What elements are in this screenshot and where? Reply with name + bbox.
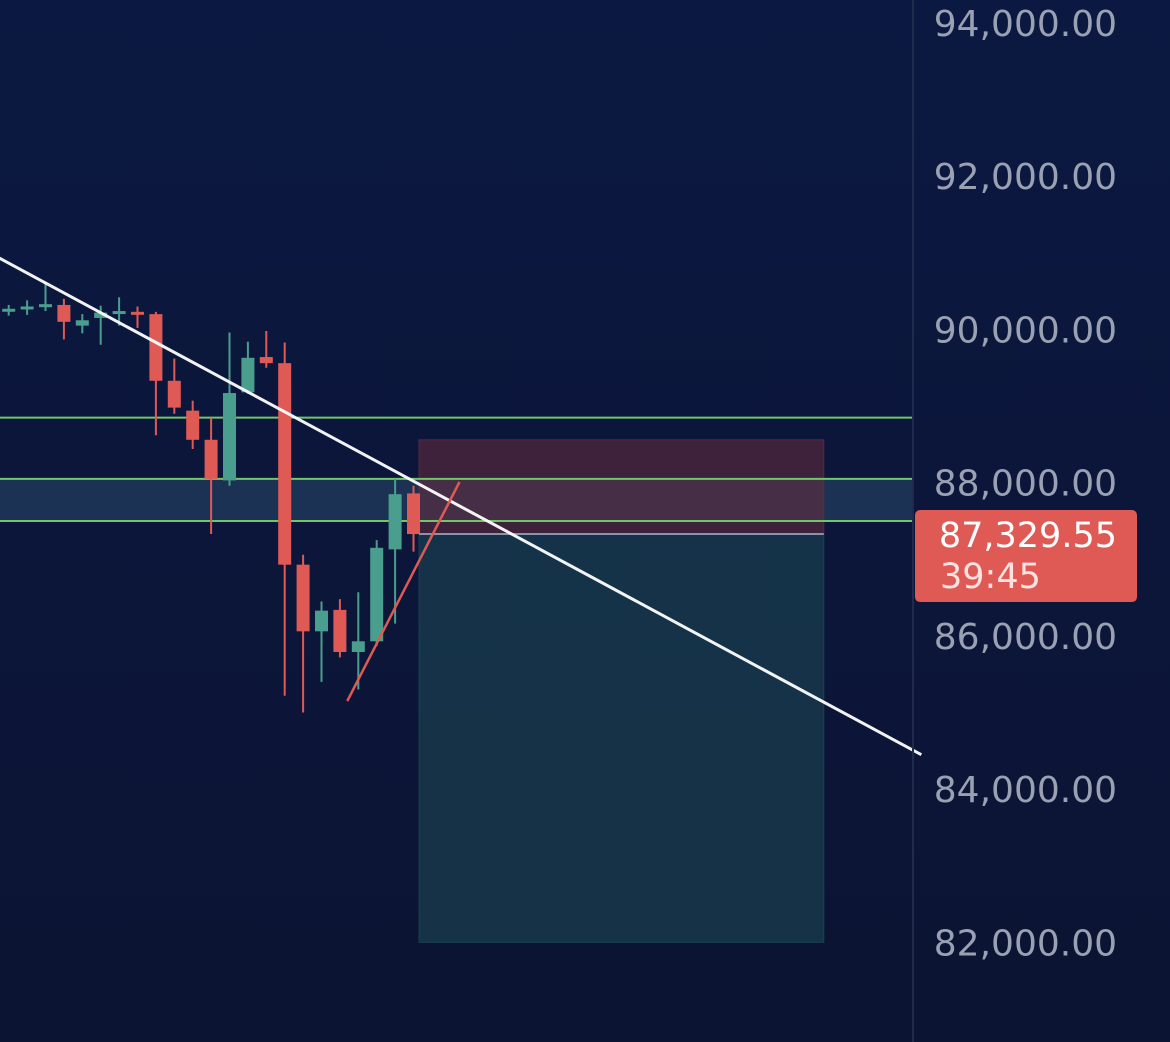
candle-body — [388, 494, 402, 550]
candle-body — [223, 393, 236, 481]
candle-body — [407, 493, 420, 535]
candle-body — [94, 312, 108, 318]
candle-body — [167, 380, 181, 408]
price-axis-tick-label: 92,000.00 — [934, 157, 1117, 198]
candle[interactable] — [186, 400, 200, 449]
candle[interactable] — [131, 306, 144, 328]
candle[interactable] — [351, 592, 365, 690]
ascending-trendline[interactable] — [346, 481, 461, 702]
candle[interactable] — [39, 281, 52, 312]
candle-body — [75, 320, 89, 326]
candle[interactable] — [315, 601, 328, 682]
candle[interactable] — [57, 298, 71, 340]
candle[interactable] — [223, 332, 236, 486]
candle-body — [370, 547, 384, 642]
candle-body — [2, 308, 16, 312]
candle[interactable] — [204, 417, 218, 535]
candle[interactable] — [333, 599, 347, 658]
candle-body — [131, 311, 144, 315]
candle-body — [112, 311, 126, 315]
candle-body — [204, 439, 218, 479]
candle[interactable] — [167, 358, 181, 414]
candle[interactable] — [407, 485, 420, 552]
candle-body — [149, 314, 163, 381]
candle[interactable] — [75, 314, 89, 334]
last-price-label: 87,329.55 — [939, 516, 1117, 556]
candle[interactable] — [2, 304, 16, 316]
price-axis-tick-label: 90,000.00 — [934, 310, 1117, 351]
candle-body — [278, 363, 292, 565]
candle-body — [20, 306, 34, 310]
candles-layer[interactable] — [2, 281, 420, 713]
price-axis-tick-label: 86,000.00 — [934, 617, 1117, 658]
levels-layer — [0, 416, 912, 522]
price-axis-tick-label: 94,000.00 — [934, 4, 1117, 45]
candle-countdown: 39:45 — [940, 557, 1041, 597]
candle-body — [259, 357, 273, 364]
candle[interactable] — [112, 297, 126, 326]
candle-body — [39, 304, 52, 308]
last-price-tag-background — [915, 510, 1137, 603]
candle-body — [351, 641, 365, 653]
candle[interactable] — [370, 540, 384, 646]
candle-body — [315, 610, 328, 632]
short-position-stop-zone[interactable] — [418, 439, 825, 535]
price-axis-tick-label: 88,000.00 — [934, 464, 1117, 505]
price-axis-tick-label: 84,000.00 — [934, 770, 1117, 811]
short-position-target-zone[interactable] — [418, 533, 825, 943]
candle[interactable] — [296, 554, 310, 713]
candle-body — [186, 410, 200, 440]
candle[interactable] — [20, 300, 34, 315]
candle-body — [296, 564, 310, 632]
price-axis-tick-label: 82,000.00 — [934, 923, 1117, 964]
candle-body — [241, 357, 255, 393]
trendlines-layer[interactable] — [0, 184, 923, 757]
candle[interactable] — [388, 478, 402, 624]
last-price-tag: 87,329.55 39:45 — [915, 510, 1137, 603]
candle[interactable] — [241, 341, 255, 394]
descending-trendline[interactable] — [0, 184, 923, 757]
candle[interactable] — [259, 330, 273, 368]
price-axis[interactable]: 94,000.00 92,000.00 90,000.00 88,000.00 86,0… — [912, 0, 1117, 1042]
candle-body — [333, 609, 347, 653]
zones-layer — [0, 439, 912, 943]
candle[interactable] — [149, 311, 163, 436]
candle-body — [57, 304, 71, 322]
